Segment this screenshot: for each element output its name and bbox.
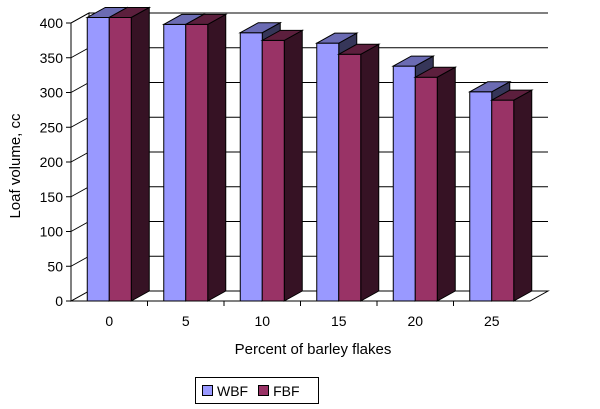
gridline-wall <box>70 255 90 267</box>
x-tick-label: 25 <box>484 313 500 329</box>
bar-side <box>513 89 533 302</box>
x-tick-label: 20 <box>407 313 423 329</box>
gridline-wall <box>70 186 90 198</box>
bar-top <box>260 29 305 41</box>
bar-top <box>314 32 359 44</box>
y-tick-labels: 0 50 100 150 200 250 300 350 400 <box>40 15 64 309</box>
x-tick-labels: 0 5 10 15 20 25 <box>105 313 499 329</box>
bar-front <box>261 39 285 302</box>
bar-top <box>413 66 458 78</box>
bar-front <box>185 23 209 302</box>
bar-front <box>392 65 416 302</box>
bar-top <box>238 22 283 34</box>
bar-top <box>467 81 512 93</box>
bar-side <box>360 43 380 302</box>
legend-swatch-wbf <box>202 385 213 396</box>
bars <box>85 6 534 302</box>
bar-front <box>338 53 362 302</box>
x-tick-label: 10 <box>254 313 270 329</box>
bar-front <box>414 76 438 302</box>
bar-top <box>489 89 534 101</box>
y-tick-label: 250 <box>40 119 64 135</box>
gridline-wall <box>70 151 90 163</box>
y-tick-label: 0 <box>55 293 63 309</box>
bar-side <box>436 66 456 302</box>
bar-fbf-25 <box>489 89 534 302</box>
bar-side <box>207 13 227 302</box>
bar-top <box>107 6 152 18</box>
legend-item-fbf: FBF <box>258 382 300 399</box>
bar-fbf-0 <box>107 6 152 302</box>
y-tick-label: 350 <box>40 50 64 66</box>
x-tick-label: 15 <box>331 313 347 329</box>
legend: WBF FBF <box>195 377 319 404</box>
bar-fbf-20 <box>413 66 458 302</box>
legend-swatch-fbf <box>258 385 270 396</box>
gridline-wall <box>70 12 90 24</box>
y-tick-label: 200 <box>40 154 64 170</box>
gridline-wall <box>70 82 90 93</box>
bar-front <box>491 99 515 302</box>
y-tick-label: 400 <box>40 15 64 31</box>
x-tick-label: 0 <box>105 313 113 329</box>
legend-item-wbf: WBF <box>202 383 248 399</box>
legend-label-wbf: WBF <box>217 382 249 399</box>
x-axis-label: Percent of barley flakes <box>235 341 392 358</box>
y-tick-label: 50 <box>47 258 63 274</box>
y-axis-label: Loaf volume, cc <box>7 113 24 219</box>
legend-label-fbf: FBF <box>273 382 300 399</box>
bar-side <box>283 29 303 302</box>
gridline-wall <box>70 116 90 128</box>
bar-front <box>239 32 263 302</box>
bar-top <box>391 55 436 67</box>
bar-front <box>86 16 110 302</box>
y-tick-label: 100 <box>40 224 64 240</box>
bar-top <box>336 43 381 55</box>
y-tick-label: 300 <box>40 85 64 101</box>
axes <box>66 22 530 306</box>
bar-front <box>108 16 132 302</box>
bar-front <box>469 91 493 302</box>
gridline-wall <box>70 221 90 232</box>
bar-top <box>183 13 228 25</box>
y-tick-label: 150 <box>40 189 64 205</box>
bar-fbf-15 <box>336 43 381 302</box>
bar-front <box>316 42 340 302</box>
bar-fbf-10 <box>260 29 305 302</box>
bar-fbf-5 <box>183 13 228 302</box>
x-tick-label: 5 <box>182 313 190 329</box>
bar-front <box>163 23 187 302</box>
bar-side <box>130 6 150 302</box>
gridline-wall <box>70 47 90 59</box>
